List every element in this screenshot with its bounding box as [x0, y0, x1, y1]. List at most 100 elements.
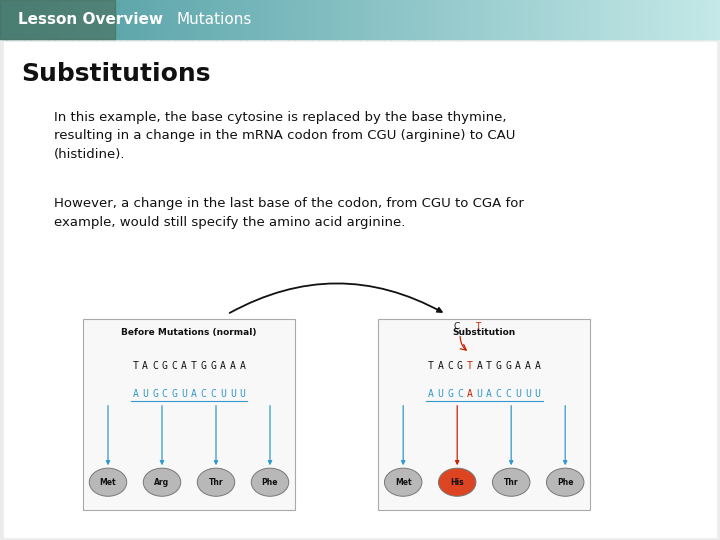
Text: G: G	[171, 389, 177, 399]
Bar	[378, 319, 590, 510]
Bar	[12, 0, 19, 39]
Text: A: A	[181, 361, 187, 371]
Bar	[294, 0, 301, 39]
Bar	[570, 0, 577, 39]
Bar	[588, 0, 595, 39]
Text: T: T	[486, 361, 492, 371]
Text: T: T	[476, 322, 481, 331]
Bar	[474, 0, 481, 39]
Bar	[690, 0, 697, 39]
Text: U: U	[516, 389, 521, 399]
Bar	[606, 0, 613, 39]
Text: Thr: Thr	[504, 478, 518, 487]
Bar	[168, 0, 175, 39]
Bar	[486, 0, 492, 39]
Bar	[198, 0, 204, 39]
Bar	[84, 0, 91, 39]
Bar	[702, 0, 708, 39]
Bar	[636, 0, 643, 39]
Text: A: A	[516, 361, 521, 371]
Text: Met: Met	[395, 478, 412, 487]
Bar	[90, 0, 96, 39]
Bar	[714, 0, 720, 39]
Bar	[432, 0, 438, 39]
Text: T: T	[467, 361, 472, 371]
Bar	[516, 0, 523, 39]
Text: C: C	[162, 389, 168, 399]
Bar	[0, 0, 6, 39]
Bar	[672, 0, 679, 39]
Bar	[630, 0, 636, 39]
Bar	[618, 0, 625, 39]
Bar	[462, 0, 469, 39]
Bar	[528, 0, 535, 39]
Bar	[342, 0, 348, 39]
Bar	[612, 0, 618, 39]
Bar	[642, 0, 649, 39]
Bar	[222, 0, 229, 39]
Circle shape	[251, 468, 289, 496]
Text: U: U	[438, 389, 444, 399]
Bar	[144, 0, 150, 39]
Text: T: T	[191, 361, 197, 371]
Text: Arg: Arg	[154, 478, 170, 487]
Text: Lesson Overview: Lesson Overview	[18, 12, 163, 27]
Bar	[666, 0, 672, 39]
Text: A: A	[191, 389, 197, 399]
Text: G: G	[496, 361, 502, 371]
Bar	[708, 0, 715, 39]
Bar	[390, 0, 397, 39]
Text: C: C	[210, 389, 216, 399]
Bar	[408, 0, 415, 39]
Text: G: G	[152, 389, 158, 399]
Bar	[150, 0, 157, 39]
Text: G: G	[447, 389, 453, 399]
Bar	[186, 0, 193, 39]
Text: C: C	[171, 361, 177, 371]
Bar	[83, 319, 295, 510]
Bar	[594, 0, 600, 39]
Bar	[480, 0, 487, 39]
Bar	[456, 0, 463, 39]
Bar	[438, 0, 445, 39]
Bar	[300, 0, 307, 39]
Bar	[402, 0, 409, 39]
Bar	[546, 0, 553, 39]
Text: U: U	[230, 389, 235, 399]
Text: C: C	[505, 389, 511, 399]
Text: U: U	[525, 389, 531, 399]
Circle shape	[546, 468, 584, 496]
Text: U: U	[181, 389, 187, 399]
Text: Substitutions: Substitutions	[22, 62, 211, 86]
Text: G: G	[210, 361, 216, 371]
Bar	[306, 0, 312, 39]
Text: U: U	[143, 389, 148, 399]
Bar	[126, 0, 132, 39]
Bar	[360, 0, 366, 39]
Bar	[504, 0, 510, 39]
Bar	[678, 0, 685, 39]
Text: C: C	[457, 389, 463, 399]
Bar	[216, 0, 222, 39]
Bar	[420, 0, 427, 39]
Bar	[564, 0, 571, 39]
Bar	[498, 0, 505, 39]
Bar	[192, 0, 199, 39]
Bar	[18, 0, 24, 39]
Bar	[270, 0, 276, 39]
Text: G: G	[162, 361, 168, 371]
Text: A: A	[477, 361, 482, 371]
Bar	[132, 0, 139, 39]
Circle shape	[143, 468, 181, 496]
Bar	[600, 0, 607, 39]
Text: U: U	[477, 389, 482, 399]
Bar	[444, 0, 451, 39]
Text: A: A	[467, 389, 472, 399]
Text: A: A	[230, 361, 235, 371]
Bar	[576, 0, 582, 39]
Bar	[24, 0, 31, 39]
Bar	[210, 0, 217, 39]
Bar	[48, 0, 55, 39]
Bar	[582, 0, 589, 39]
Text: However, a change in the last base of the codon, from CGU to CGA for
example, wo: However, a change in the last base of th…	[54, 197, 524, 228]
